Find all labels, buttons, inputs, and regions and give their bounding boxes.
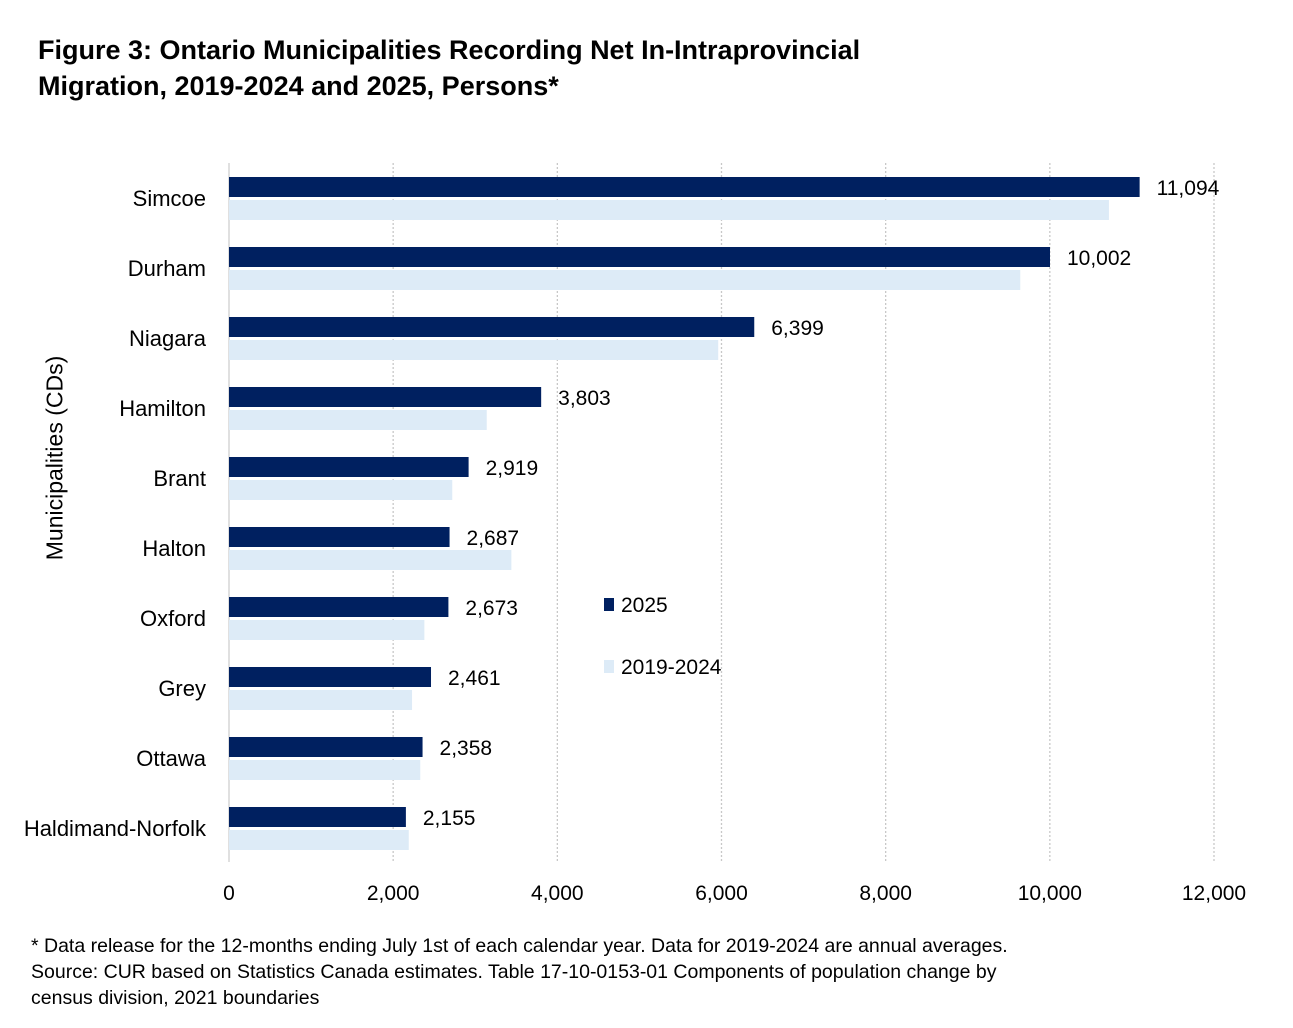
bar-2019-2024 — [229, 480, 453, 500]
bar-2019-2024 — [229, 270, 1021, 290]
legend-swatch-2019-2024 — [604, 660, 614, 673]
data-label: 2,461 — [448, 667, 501, 690]
data-label: 3,803 — [558, 387, 611, 410]
x-tick-label: 6,000 — [695, 882, 748, 905]
bar-2025 — [229, 667, 432, 687]
category-label: Niagara — [129, 326, 207, 351]
data-label: 2,687 — [467, 527, 520, 550]
x-tick-label: 12,000 — [1182, 882, 1246, 905]
bar-2019-2024 — [229, 410, 487, 430]
bar-2025 — [229, 597, 449, 617]
category-label: Halton — [142, 536, 206, 561]
footnotes: * Data release for the 12-months ending … — [31, 933, 1008, 1011]
category-label: Hamilton — [119, 396, 206, 421]
bar-2025 — [229, 527, 450, 547]
category-label: Simcoe — [133, 186, 206, 211]
chart-title: Figure 3: Ontario Municipalities Recordi… — [38, 32, 860, 104]
category-label: Brant — [153, 466, 206, 491]
data-label: 2,155 — [423, 807, 476, 830]
footnote-line: Source: CUR based on Statistics Canada e… — [31, 961, 997, 983]
x-tick-label: 0 — [223, 882, 235, 905]
bar-2025 — [229, 247, 1050, 267]
chart-title-line: Migration, 2019-2024 and 2025, Persons* — [38, 71, 559, 101]
x-tick-label: 4,000 — [531, 882, 584, 905]
category-label: Oxford — [140, 606, 206, 631]
legend-label-2025: 2025 — [621, 594, 668, 617]
bar-2025 — [229, 177, 1140, 197]
x-tick-label: 8,000 — [859, 882, 912, 905]
bar-2019-2024 — [229, 760, 421, 780]
x-tick-label: 10,000 — [1018, 882, 1082, 905]
chart-title-line: Figure 3: Ontario Municipalities Recordi… — [38, 35, 861, 65]
bar-2025 — [229, 387, 542, 407]
bar-2025 — [229, 737, 423, 757]
data-label: 2,673 — [465, 597, 518, 620]
data-label: 10,002 — [1067, 247, 1131, 270]
category-label: Grey — [158, 676, 206, 701]
bar-2019-2024 — [229, 340, 719, 360]
bar-2019-2024 — [229, 830, 409, 850]
legend-swatch-2025 — [604, 598, 614, 611]
legend-label-2019-2024: 2019-2024 — [621, 656, 722, 679]
bar-2019-2024 — [229, 200, 1109, 220]
bar-2025 — [229, 317, 755, 337]
data-label: 6,399 — [771, 317, 824, 340]
category-label: Durham — [128, 256, 206, 281]
bar-2019-2024 — [229, 550, 512, 570]
bar-2019-2024 — [229, 690, 413, 710]
x-tick-label: 2,000 — [367, 882, 420, 905]
footnote-line: * Data release for the 12-months ending … — [31, 935, 1008, 957]
category-label: Haldimand-Norfolk — [24, 816, 207, 841]
bar-2019-2024 — [229, 620, 425, 640]
data-label: 2,919 — [486, 457, 539, 480]
bar-2025 — [229, 807, 406, 827]
footnote-line: census division, 2021 boundaries — [31, 987, 320, 1009]
data-label: 2,358 — [440, 737, 493, 760]
category-label: Ottawa — [136, 746, 206, 771]
bar-2025 — [229, 457, 469, 477]
data-label: 11,094 — [1157, 177, 1220, 200]
